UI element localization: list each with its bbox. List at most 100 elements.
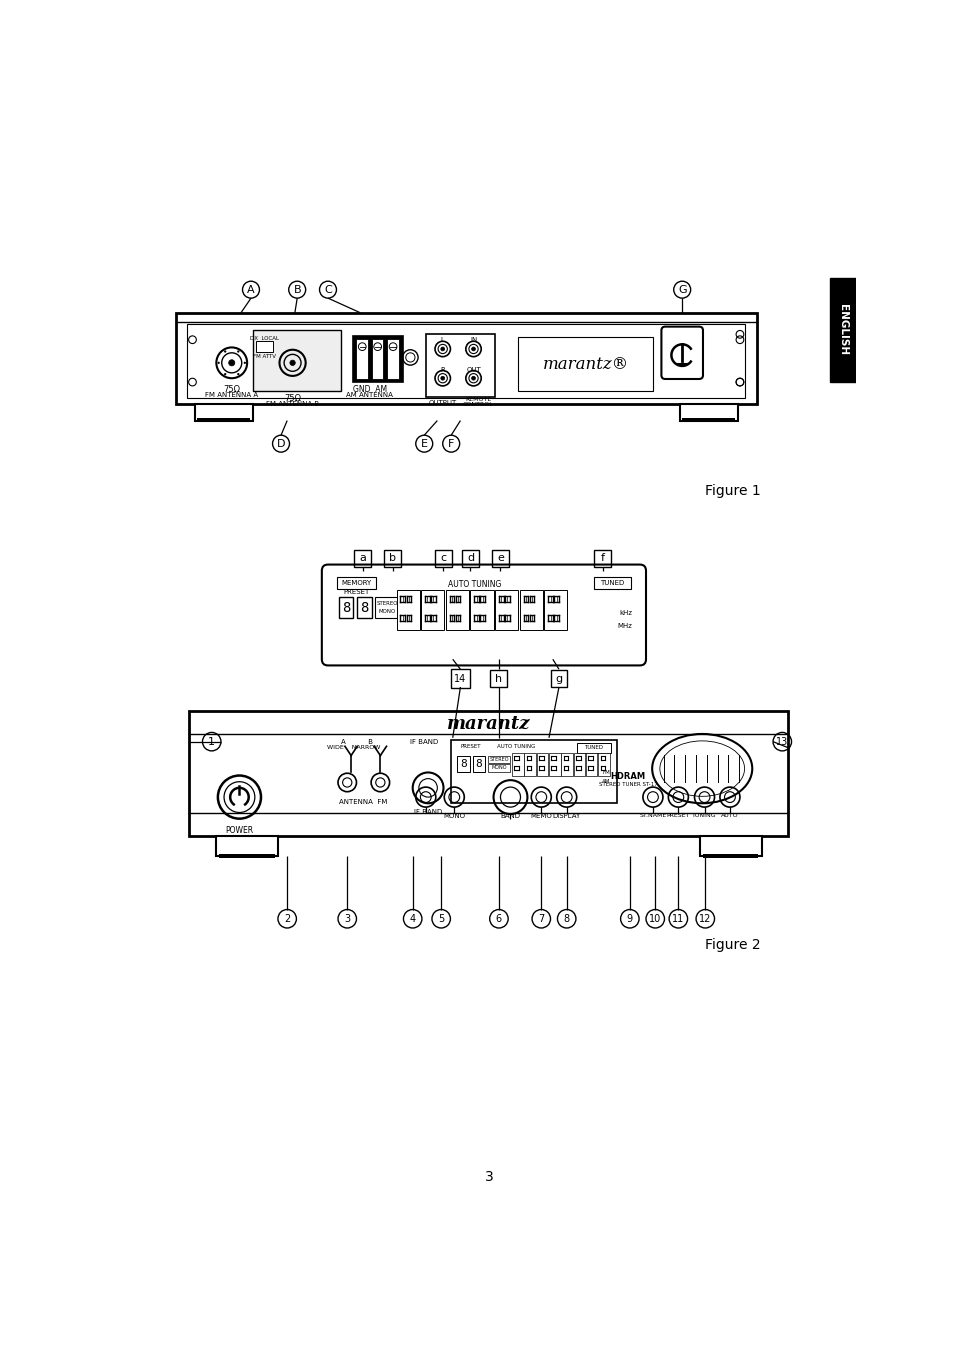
Circle shape: [229, 360, 234, 365]
FancyBboxPatch shape: [470, 590, 493, 631]
FancyBboxPatch shape: [425, 334, 495, 397]
FancyBboxPatch shape: [353, 337, 402, 382]
Circle shape: [217, 361, 219, 364]
Text: L: L: [440, 337, 444, 342]
FancyBboxPatch shape: [573, 754, 584, 776]
Text: marantz: marantz: [447, 715, 530, 733]
Text: GND  AM: GND AM: [353, 386, 386, 394]
Text: DISPLAY: DISPLAY: [552, 813, 580, 819]
FancyBboxPatch shape: [593, 577, 630, 590]
Text: 13: 13: [776, 736, 787, 747]
Circle shape: [243, 361, 246, 364]
FancyBboxPatch shape: [519, 590, 542, 631]
Text: C: C: [324, 285, 332, 294]
FancyBboxPatch shape: [548, 754, 560, 776]
Text: 8: 8: [475, 759, 482, 769]
Text: 6: 6: [496, 914, 501, 923]
Text: d: d: [466, 554, 474, 564]
Text: MEMORY: MEMORY: [341, 580, 372, 586]
Text: 8: 8: [459, 759, 466, 769]
Text: TUNED: TUNED: [599, 580, 623, 586]
FancyBboxPatch shape: [681, 419, 735, 423]
FancyBboxPatch shape: [175, 313, 756, 404]
Text: e: e: [497, 554, 503, 564]
Text: E: E: [420, 439, 427, 449]
FancyBboxPatch shape: [660, 327, 702, 379]
Text: FM ANTENNA A: FM ANTENNA A: [205, 393, 258, 398]
Text: HDRAM: HDRAM: [610, 772, 645, 781]
Text: 75Ω: 75Ω: [284, 394, 301, 404]
Text: 2: 2: [284, 914, 290, 923]
Text: PRESET: PRESET: [460, 744, 480, 748]
FancyBboxPatch shape: [338, 596, 353, 618]
Text: BAND: BAND: [500, 813, 520, 819]
Text: 4: 4: [409, 914, 416, 923]
Text: 1: 1: [208, 736, 215, 747]
FancyBboxPatch shape: [537, 754, 548, 776]
Text: h: h: [495, 673, 502, 684]
FancyBboxPatch shape: [336, 577, 375, 590]
Text: AM ANTENNA: AM ANTENNA: [346, 393, 393, 398]
Text: ENGLISH: ENGLISH: [838, 304, 847, 356]
Circle shape: [471, 376, 475, 380]
Circle shape: [290, 360, 295, 365]
Text: 5: 5: [437, 914, 444, 923]
FancyBboxPatch shape: [187, 324, 744, 398]
Text: F: F: [448, 439, 454, 449]
Text: OUT: OUT: [466, 368, 480, 373]
Text: REMOTE
CONTROL: REMOTE CONTROL: [462, 397, 493, 408]
FancyBboxPatch shape: [577, 743, 610, 754]
Circle shape: [224, 373, 226, 375]
Text: MEMO: MEMO: [530, 813, 552, 819]
FancyBboxPatch shape: [420, 590, 444, 631]
Text: AUTO TUNING: AUTO TUNING: [447, 580, 500, 590]
FancyBboxPatch shape: [495, 590, 517, 631]
Text: 12: 12: [699, 914, 711, 923]
Text: AM: AM: [601, 780, 610, 784]
Text: MONO: MONO: [443, 813, 465, 819]
Text: IF BAND: IF BAND: [410, 739, 438, 744]
Text: Figure 1: Figure 1: [704, 484, 760, 498]
FancyBboxPatch shape: [456, 755, 469, 773]
Circle shape: [224, 350, 226, 353]
Text: FM ANTENNA B: FM ANTENNA B: [266, 401, 319, 408]
Text: 3: 3: [344, 914, 350, 923]
Text: R: R: [440, 368, 445, 373]
FancyBboxPatch shape: [488, 763, 509, 772]
FancyBboxPatch shape: [197, 419, 250, 423]
FancyBboxPatch shape: [219, 854, 274, 858]
Text: AUTO: AUTO: [720, 813, 738, 818]
Text: 3: 3: [484, 1170, 493, 1183]
Text: OUTPUT: OUTPUT: [428, 399, 456, 406]
Text: 8: 8: [360, 601, 369, 614]
Text: POWER: POWER: [225, 826, 253, 836]
Text: WIDE    NARROW: WIDE NARROW: [326, 744, 379, 750]
Text: c: c: [440, 554, 446, 564]
Text: FM: FM: [602, 770, 610, 774]
FancyBboxPatch shape: [524, 754, 536, 776]
Text: D: D: [276, 439, 285, 449]
FancyBboxPatch shape: [702, 854, 758, 858]
FancyBboxPatch shape: [679, 404, 737, 420]
FancyBboxPatch shape: [512, 754, 523, 776]
Text: IF BAND: IF BAND: [414, 810, 442, 815]
Circle shape: [471, 347, 475, 350]
Text: FM ATTV: FM ATTV: [253, 354, 275, 360]
Text: MHz: MHz: [617, 624, 632, 629]
Text: 75Ω: 75Ω: [223, 386, 240, 394]
Text: MONO: MONO: [378, 609, 395, 614]
Text: AUTO TUNING: AUTO TUNING: [497, 744, 536, 748]
Text: PRESET: PRESET: [343, 588, 369, 595]
Text: STEREO: STEREO: [376, 602, 397, 606]
Text: G: G: [678, 285, 686, 294]
Text: 8: 8: [341, 601, 350, 614]
FancyBboxPatch shape: [372, 339, 383, 379]
FancyBboxPatch shape: [598, 754, 609, 776]
Text: TUNED: TUNED: [583, 746, 602, 750]
FancyBboxPatch shape: [396, 590, 419, 631]
Text: PRESET: PRESET: [666, 813, 689, 818]
FancyBboxPatch shape: [194, 404, 253, 420]
Text: STEREO TUNER ST-17: STEREO TUNER ST-17: [598, 781, 657, 787]
FancyBboxPatch shape: [321, 565, 645, 665]
Text: a: a: [359, 554, 366, 564]
